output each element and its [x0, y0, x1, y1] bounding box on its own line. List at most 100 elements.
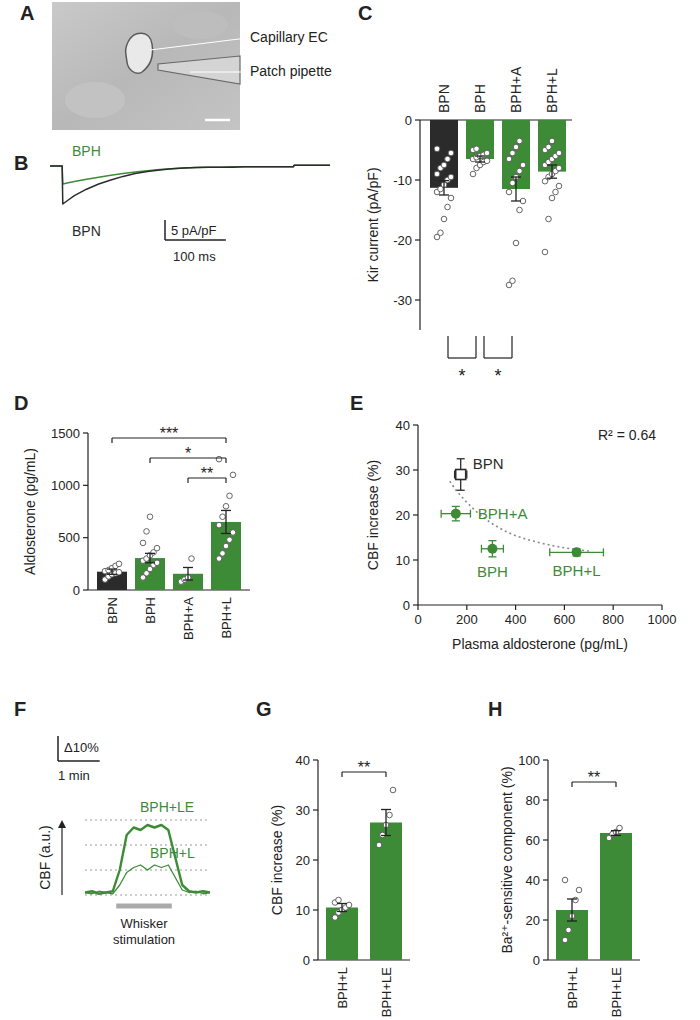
bar — [135, 558, 165, 590]
error-cap — [381, 809, 391, 810]
tick — [661, 605, 662, 610]
tick-label: 40 — [396, 418, 410, 433]
tick-label: 1000 — [51, 478, 80, 493]
scale-bar — [165, 239, 226, 241]
data-point — [542, 249, 548, 255]
significance-label: *** — [160, 425, 179, 442]
data-point — [546, 144, 552, 150]
micrograph-texture — [172, 11, 228, 39]
data-point — [116, 569, 122, 575]
data-point — [576, 887, 582, 893]
point-label: BPN — [473, 455, 504, 472]
error-cap — [107, 574, 117, 575]
data-point — [513, 240, 519, 246]
plot-area — [556, 825, 632, 960]
tick — [83, 485, 88, 486]
tick-label: 500 — [58, 530, 80, 545]
data-point — [510, 278, 516, 284]
scale-label: 5 pA/pF — [171, 223, 217, 238]
plot-area — [97, 456, 241, 590]
bracket — [615, 782, 616, 787]
data-point — [520, 162, 526, 168]
capillary-cell — [126, 33, 153, 73]
data-point — [546, 216, 552, 222]
error-line — [111, 569, 112, 574]
legend-label: BPN — [72, 223, 101, 239]
page: {"chart_data": [ {"type": "image", "titl… — [0, 0, 700, 1020]
error-cap — [567, 898, 577, 899]
leader-line — [190, 72, 247, 73]
micrograph-texture — [65, 82, 125, 118]
scale-bar — [164, 220, 166, 240]
data-point — [441, 162, 447, 168]
error-bar — [475, 156, 485, 162]
bar — [538, 120, 566, 172]
tick — [543, 839, 548, 840]
error-line — [479, 156, 480, 162]
tick-label: 200 — [456, 612, 478, 627]
leader-line — [150, 38, 247, 50]
error-line — [341, 904, 342, 912]
error-bar — [381, 810, 391, 836]
data-point — [549, 138, 555, 144]
error-cap — [475, 161, 485, 162]
data-point — [230, 530, 236, 536]
tick — [564, 605, 565, 610]
category-label: BPH+LE — [379, 967, 394, 1018]
error-cap — [145, 562, 155, 563]
error-cap — [470, 510, 471, 518]
data-point — [434, 171, 440, 177]
tick-label: 20 — [526, 913, 540, 928]
tick-label: 600 — [554, 612, 576, 627]
marker — [451, 509, 461, 519]
panel-letter: G — [256, 698, 272, 720]
error-bar — [145, 553, 155, 562]
y-axis — [419, 120, 420, 330]
legend-label: BPH+L — [150, 845, 195, 861]
bar — [430, 120, 458, 188]
bracket — [511, 336, 512, 358]
tick — [413, 514, 418, 515]
bracket — [475, 336, 476, 358]
significance-label: ** — [358, 759, 370, 776]
error-cap — [457, 458, 465, 459]
error-cap — [488, 556, 496, 557]
tick-label: 10 — [396, 553, 410, 568]
tick-label: 60 — [526, 833, 540, 848]
tick — [313, 809, 318, 810]
bracket — [225, 478, 226, 483]
error-cap — [503, 545, 504, 553]
fit-line — [450, 481, 589, 551]
bracket — [225, 438, 226, 443]
y-error-bar — [452, 506, 460, 520]
data-point — [346, 902, 352, 908]
bracket — [187, 478, 188, 483]
significance-label: * — [458, 366, 465, 386]
tick — [313, 959, 318, 960]
significance-label: * — [494, 366, 501, 386]
plot-area — [85, 825, 210, 894]
tick — [415, 119, 420, 120]
error-cap — [183, 567, 193, 568]
grid-line — [85, 895, 210, 896]
error-line — [149, 553, 150, 562]
axis-title: CBF increase (%) — [365, 460, 381, 570]
x-error-bar — [550, 548, 604, 556]
data-point — [230, 472, 236, 478]
error-line — [551, 165, 552, 178]
data-point — [227, 537, 233, 543]
panel-letter: D — [14, 392, 28, 414]
data-point — [448, 150, 454, 156]
error-bar — [547, 165, 557, 178]
scale-label: 100 ms — [173, 249, 216, 264]
tick — [413, 604, 418, 605]
scale-bar — [58, 760, 100, 762]
data-point — [189, 556, 195, 562]
y-axis — [547, 760, 548, 960]
bracket — [341, 772, 342, 777]
error-cap — [452, 520, 460, 521]
data-point — [216, 522, 222, 528]
bracket — [149, 458, 150, 463]
category-label: BPH+L — [335, 967, 350, 1009]
data-point — [556, 183, 562, 189]
